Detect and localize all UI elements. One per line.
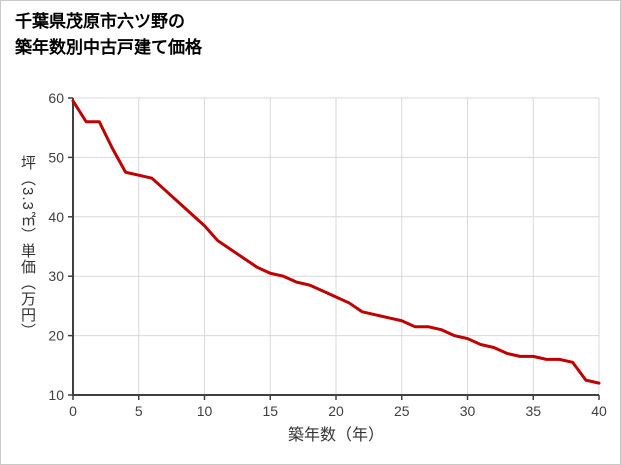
y-tick-label: 30 — [48, 268, 64, 284]
chart-title: 千葉県茂原市六ツ野の 築年数別中古戸建て価格 — [15, 9, 202, 60]
x-tick-label: 20 — [328, 403, 344, 419]
x-tick-label: 5 — [135, 403, 143, 419]
y-tick-label: 50 — [48, 149, 64, 165]
x-tick-label: 35 — [525, 403, 541, 419]
chart-title-line2: 築年数別中古戸建て価格 — [15, 37, 202, 57]
x-tick-label: 15 — [262, 403, 278, 419]
data-line — [71, 99, 601, 385]
x-tick-label: 10 — [197, 403, 213, 419]
x-axis-label: 築年数（年） — [287, 427, 384, 444]
x-tick-label: 25 — [394, 403, 410, 419]
y-tick-label: 40 — [48, 209, 64, 225]
x-tick-label: 30 — [460, 403, 476, 419]
x-tick-label: 0 — [69, 403, 77, 419]
y-tick-label: 60 — [48, 90, 64, 106]
y-tick-label: 10 — [48, 387, 64, 403]
chart-title-line1: 千葉県茂原市六ツ野の — [15, 12, 185, 31]
x-tick-label: 40 — [591, 403, 607, 419]
y-tick-label: 20 — [48, 328, 64, 344]
y-axis-label: 坪（3.3㎡）単価（万円） — [19, 154, 36, 339]
